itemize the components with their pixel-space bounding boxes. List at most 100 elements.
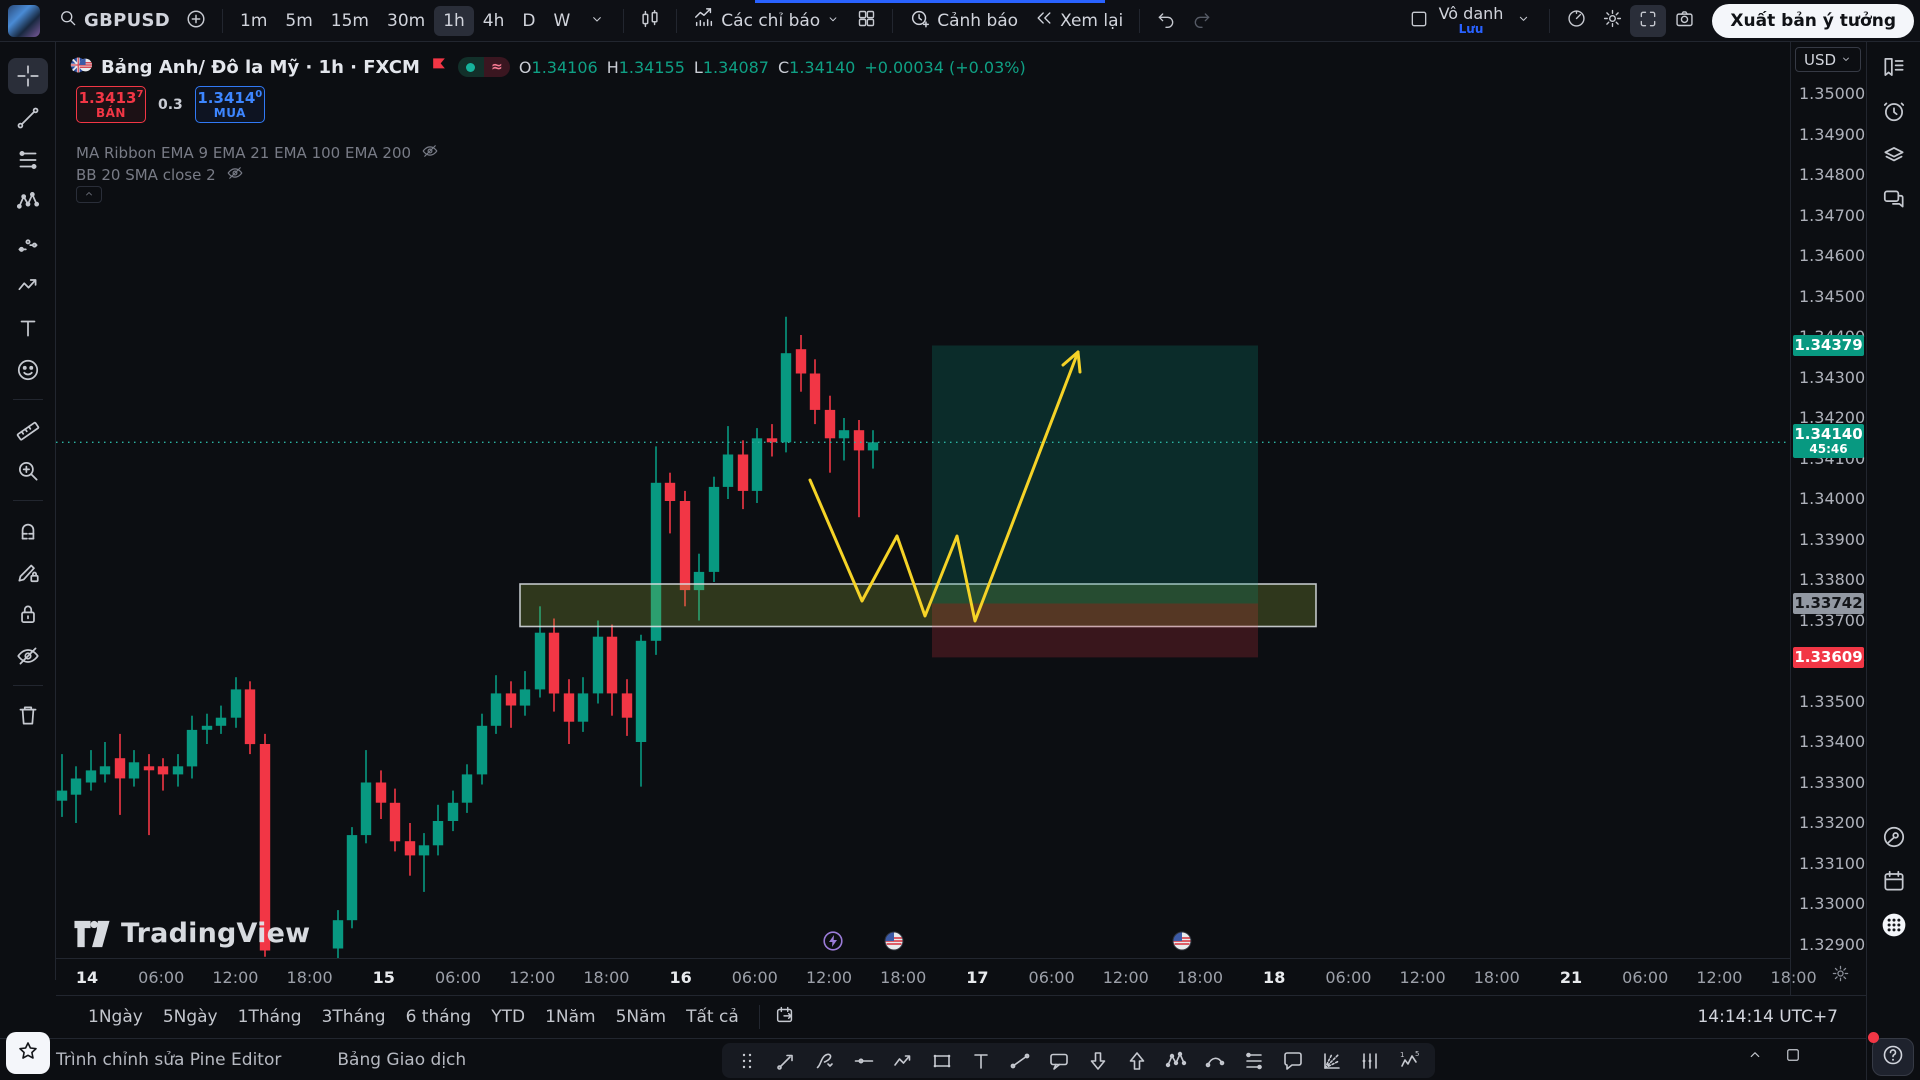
- timeframe-15m[interactable]: 15m: [322, 6, 378, 36]
- alert-button[interactable]: Cảnh báo: [901, 1, 1026, 40]
- economic-event-bolt-icon[interactable]: [821, 929, 845, 953]
- trading-panel-button[interactable]: Bảng Giao dịch: [337, 1049, 467, 1070]
- timeframe-4h[interactable]: 4h: [474, 6, 514, 36]
- snapshot-button[interactable]: [1666, 5, 1702, 37]
- indicators-button[interactable]: Các chỉ báo: [685, 1, 848, 40]
- layout-name-save[interactable]: Vô danh Lưu: [1439, 5, 1504, 35]
- price-axis[interactable]: USD 1.35000 1.34900 1.34800 1.34700 1.34600 1…: [1790, 42, 1866, 1080]
- range-5Ngày[interactable]: 5Ngày: [153, 1002, 228, 1032]
- range-YTD[interactable]: YTD: [481, 1002, 535, 1032]
- chart-style-button[interactable]: [632, 5, 668, 37]
- redo-button[interactable]: [1184, 5, 1220, 37]
- layout-menu-button[interactable]: [1505, 5, 1541, 37]
- draw-brush[interactable]: [810, 1047, 840, 1075]
- draw-trend-arrow[interactable]: [771, 1047, 801, 1075]
- economic-event-us-flag-icon[interactable]: [1170, 929, 1194, 953]
- collapse-bottom-panel-button[interactable]: [1740, 1043, 1770, 1071]
- indicator-row[interactable]: MA Ribbon EMA 9 EMA 21 EMA 100 EMA 200: [76, 142, 439, 164]
- collapse-indicators-button[interactable]: [76, 186, 102, 203]
- eye-off-icon[interactable]: [421, 142, 439, 164]
- time-axis[interactable]: 14 06:00 12:00 18:00 15 06:00 12:00 18:00 16 06:0…: [56, 958, 1817, 995]
- draw-drag-handle[interactable]: [732, 1047, 762, 1075]
- eye-crossed-tool[interactable]: [8, 638, 48, 674]
- draw-segment[interactable]: [1005, 1047, 1035, 1075]
- market-status-pills[interactable]: ≈: [457, 57, 510, 77]
- draw-xabcd-pattern[interactable]: [1161, 1047, 1191, 1075]
- timeframe-5m[interactable]: 5m: [276, 6, 321, 36]
- pine-editor-button[interactable]: Trình chỉnh sửa Pine Editor: [56, 1049, 282, 1070]
- maximize-panel-button[interactable]: [1778, 1043, 1808, 1071]
- economic-event-us-flag-icon[interactable]: [882, 929, 906, 953]
- flag-bookmark-icon[interactable]: [429, 55, 449, 79]
- chart-pane[interactable]: Bảng Anh/ Đô la Mỹ · 1h · FXCM ≈ O1.3410…: [56, 42, 1790, 958]
- currency-dropdown[interactable]: USD: [1795, 47, 1861, 72]
- eye-off-icon[interactable]: [226, 164, 244, 186]
- draw-gann[interactable]: [1317, 1047, 1347, 1075]
- timeframe-more-button[interactable]: [579, 5, 615, 37]
- axis-settings-gear-icon[interactable]: [1831, 964, 1850, 987]
- sell-button[interactable]: 1.34137 BÁN: [76, 86, 146, 123]
- chat-panel-button[interactable]: [1874, 180, 1914, 218]
- draw-arrow-down[interactable]: [1083, 1047, 1113, 1075]
- draw-horizontal-line[interactable]: [849, 1047, 879, 1075]
- timeframe-30m[interactable]: 30m: [378, 6, 434, 36]
- magnet-tool[interactable]: [8, 512, 48, 548]
- draw-comment[interactable]: [1278, 1047, 1308, 1075]
- range-5Năm[interactable]: 5Năm: [606, 1002, 677, 1032]
- compare-add-button[interactable]: [178, 5, 214, 37]
- indicator-row[interactable]: BB 20 SMA close 2: [76, 164, 244, 186]
- timeframe-1h[interactable]: 1h: [434, 5, 474, 36]
- zigzag-arrow-tool[interactable]: [8, 268, 48, 304]
- ruler-tool[interactable]: [8, 411, 48, 447]
- draw-callout[interactable]: [1044, 1047, 1074, 1075]
- publish-idea-button[interactable]: Xuất bản ý tưởng: [1712, 3, 1914, 38]
- pencil-lock-tool[interactable]: [8, 554, 48, 590]
- settings-button[interactable]: [1594, 5, 1630, 37]
- fullscreen-button[interactable]: [1630, 4, 1667, 37]
- clock-alert-panel-button[interactable]: [1874, 92, 1914, 130]
- avatar[interactable]: [8, 4, 40, 37]
- quick-search-button[interactable]: [1558, 5, 1594, 37]
- calendar-button[interactable]: [1874, 862, 1914, 900]
- apps-grid-button[interactable]: [1874, 906, 1914, 944]
- range-6 tháng[interactable]: 6 tháng: [396, 1002, 482, 1032]
- symbol-title[interactable]: Bảng Anh/ Đô la Mỹ · 1h · FXCM: [101, 56, 420, 78]
- trash-tool[interactable]: [8, 697, 48, 733]
- draw-polyline-arrow[interactable]: [888, 1047, 918, 1075]
- text-tool[interactable]: [8, 310, 48, 346]
- undo-button[interactable]: [1148, 5, 1184, 37]
- draw-fib-retracement[interactable]: [1239, 1047, 1269, 1075]
- timeframe-D[interactable]: D: [513, 6, 544, 36]
- timeframe-1m[interactable]: 1m: [231, 6, 276, 36]
- timeframe-W[interactable]: W: [544, 6, 579, 36]
- goto-date-button[interactable]: [770, 1003, 800, 1031]
- zoom-in-tool[interactable]: [8, 453, 48, 489]
- range-Tất cả[interactable]: Tất cả: [676, 1002, 749, 1032]
- draw-curve[interactable]: [1200, 1047, 1230, 1075]
- range-1Tháng[interactable]: 1Tháng: [228, 1002, 312, 1032]
- replay-button[interactable]: Xem lại: [1026, 2, 1131, 39]
- trend-line-tool[interactable]: [8, 100, 48, 136]
- lock-tool[interactable]: [8, 596, 48, 632]
- draw-rectangle[interactable]: [927, 1047, 957, 1075]
- radar-button[interactable]: [1874, 818, 1914, 856]
- draw-fib-timezone[interactable]: [1356, 1047, 1386, 1075]
- draw-arrow-up[interactable]: [1122, 1047, 1152, 1075]
- range-1Năm[interactable]: 1Năm: [535, 1002, 606, 1032]
- draw-text[interactable]: [966, 1047, 996, 1075]
- forecast-tool[interactable]: [8, 226, 48, 262]
- buy-button[interactable]: 1.34140 MUA: [194, 86, 265, 123]
- watchlist-panel-button[interactable]: [1874, 48, 1914, 86]
- indicator-templates-button[interactable]: [848, 5, 884, 37]
- symbol-search-button[interactable]: GBPUSD: [50, 2, 178, 39]
- emoji-tool[interactable]: [8, 352, 48, 388]
- help-button[interactable]: [1872, 1038, 1914, 1076]
- crosshair-tool[interactable]: [7, 58, 48, 94]
- xabcd-pattern-tool[interactable]: [8, 184, 48, 220]
- range-1Ngày[interactable]: 1Ngày: [78, 1002, 153, 1032]
- range-3Tháng[interactable]: 3Tháng: [312, 1002, 396, 1032]
- layers-panel-button[interactable]: [1874, 136, 1914, 174]
- favorites-star-button[interactable]: [6, 1032, 50, 1074]
- layout-button[interactable]: [1401, 5, 1437, 37]
